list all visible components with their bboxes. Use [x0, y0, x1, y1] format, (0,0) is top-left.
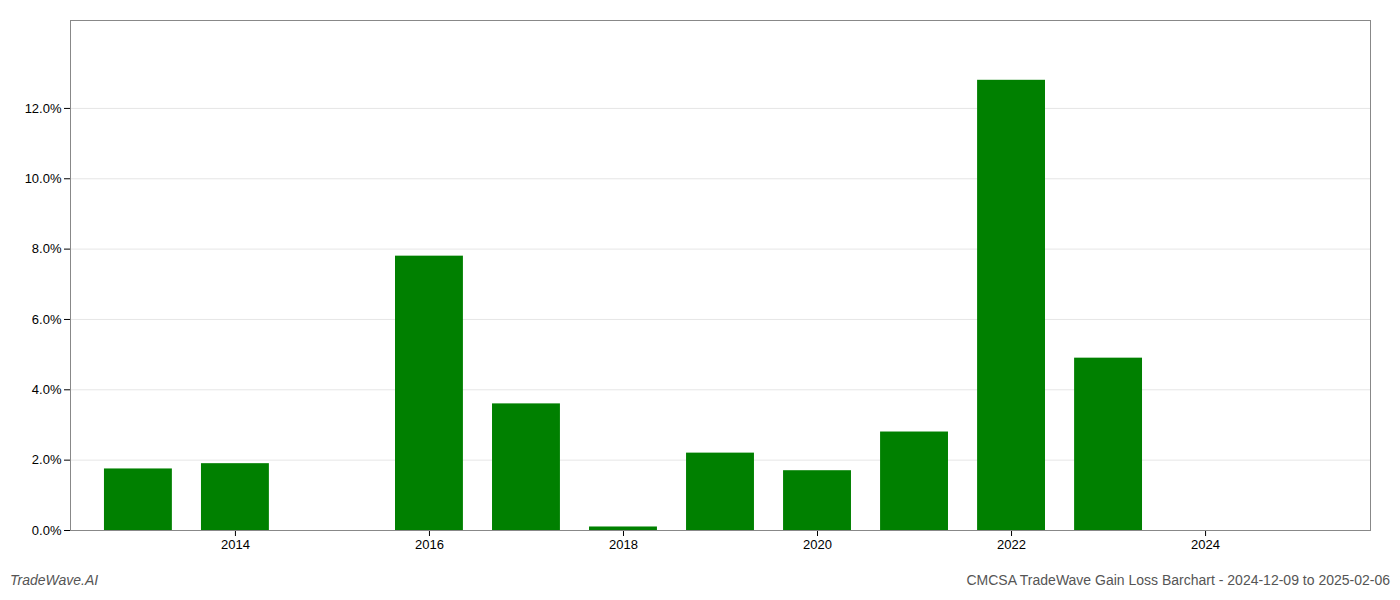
svg-text:2020: 2020	[803, 537, 832, 552]
svg-text:12.0%: 12.0%	[25, 101, 62, 116]
svg-text:10.0%: 10.0%	[25, 171, 62, 186]
html-text:CMCSA TradeWave Gain Loss Barc: CMCSA TradeWave Gain Loss Barchart - 202…	[966, 572, 1390, 588]
svg-text:2.0%: 2.0%	[32, 452, 62, 467]
svg-text:4.0%: 4.0%	[32, 382, 62, 397]
html-text:TradeWave.AI: TradeWave.AI	[10, 572, 99, 588]
svg-text:2024: 2024	[1191, 537, 1220, 552]
svg-text:0.0%: 0.0%	[32, 523, 62, 538]
svg-text:2022: 2022	[997, 537, 1026, 552]
svg-text:2018: 2018	[609, 537, 638, 552]
svg-text:2016: 2016	[415, 537, 444, 552]
svg-text:2014: 2014	[221, 537, 250, 552]
svg-text:6.0%: 6.0%	[32, 312, 62, 327]
svg-text:8.0%: 8.0%	[32, 241, 62, 256]
